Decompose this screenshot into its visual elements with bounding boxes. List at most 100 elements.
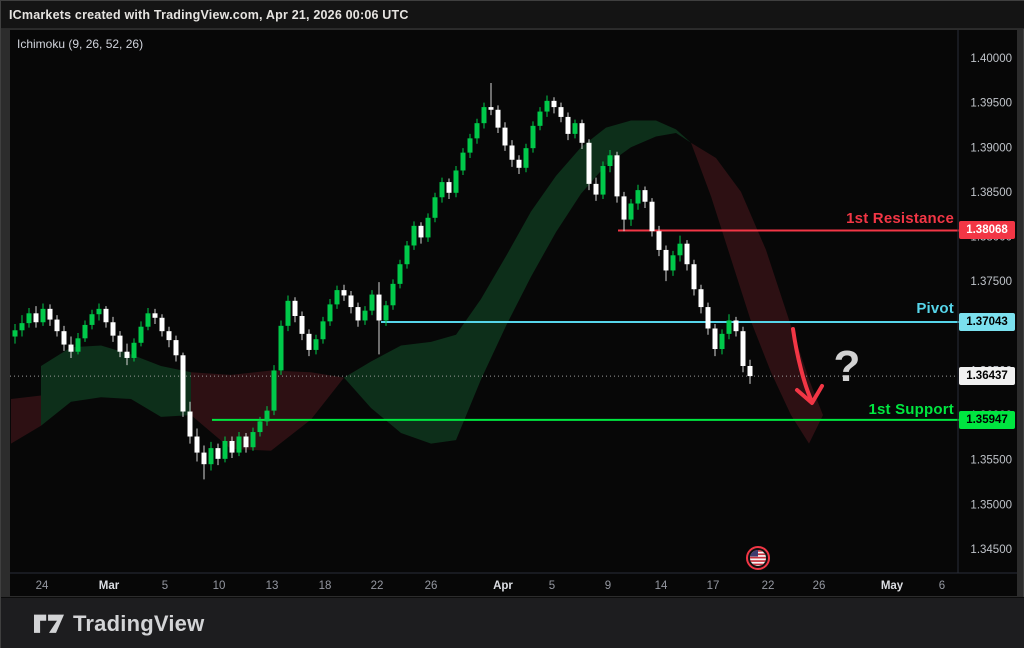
tradingview-brand-link[interactable]: TradingView [34,611,204,637]
candle [467,133,473,158]
candle [215,443,221,466]
candle [19,315,25,337]
candle [299,311,305,341]
candle [68,336,74,358]
candle [138,321,144,347]
chart-panel: 1.400001.395001.390001.385001.380001.375… [10,30,1017,596]
ichimoku-cloud [11,120,823,451]
candle [166,326,172,348]
candle [586,139,592,191]
tradingview-brand-text: TradingView [73,610,205,636]
candle [572,119,578,139]
candle [82,320,88,342]
candle [369,290,375,316]
candle [348,291,354,314]
time-tick-label: 26 [425,580,438,592]
candle [607,149,613,173]
candle [656,225,662,257]
candle [670,250,676,276]
question-mark-annotation: ? [834,342,861,391]
candle [719,329,725,355]
candle [152,308,158,325]
candle [89,309,95,330]
down-trend-arrow [791,327,824,405]
tradingview-logo-icon [34,614,64,633]
time-tick-label: 5 [162,580,168,592]
candle [390,279,396,310]
candle [488,82,494,116]
candle [201,445,207,480]
candle [208,441,214,471]
candle [551,97,557,114]
candle [432,192,438,223]
cloud-bull [344,120,691,444]
candle [677,235,683,262]
time-tick-label: 5 [549,580,555,592]
price-axis[interactable]: 1.400001.395001.390001.385001.380001.375… [970,53,1012,556]
candle [292,297,298,323]
time-axis[interactable]: 24 Mar 5 10 13 18 22 26 Apr 5 9 14 17 22 26 May 6 [36,580,946,592]
candle [264,406,270,426]
candle [257,416,263,437]
candle [173,335,179,362]
time-tick-label: Mar [99,580,120,592]
chart-canvas[interactable]: 1.400001.395001.390001.385001.380001.375… [10,30,1017,596]
last-price-badge: 1.36437 [959,367,1015,386]
candle [327,299,333,326]
candle [12,324,18,344]
resistance-price-badge: 1.38068 [959,221,1015,240]
candle [222,436,228,463]
candle [495,105,501,133]
resistance-label: 1st Resistance [846,210,954,227]
candle [474,118,480,144]
price-tick-label: 1.40000 [970,53,1012,65]
candle [341,284,347,301]
time-tick-label: 17 [707,580,720,592]
footer-bar: TradingView [1,597,1024,648]
candle [397,259,403,289]
candle [733,316,739,337]
us-flag-event-icon[interactable] [746,546,770,570]
candle [418,222,424,244]
candle [26,307,32,328]
candle [47,304,53,326]
candle [439,177,445,203]
candle [285,295,291,332]
time-tick-label: 14 [655,580,668,592]
candle [75,332,81,355]
candle [145,307,151,331]
candle [698,284,704,314]
candle [40,303,46,326]
candle [383,300,389,326]
candle [544,95,550,117]
price-tick-label: 1.38500 [970,187,1012,199]
candle [229,436,235,458]
time-tick-label: 22 [762,580,775,592]
cloud-bear [691,142,823,444]
price-tick-label: 1.35500 [970,455,1012,467]
candle [117,331,123,358]
candle [628,199,634,226]
time-tick-label: 9 [605,580,611,592]
candle [593,177,599,201]
candle [250,427,256,451]
support-label: 1st Support [868,401,954,418]
candle [425,213,431,242]
candle [726,314,732,340]
time-tick-label: 18 [319,580,332,592]
candle [110,316,116,342]
candle [355,302,361,327]
price-tick-label: 1.35000 [970,499,1012,511]
candle [747,359,753,384]
candle [516,155,522,175]
indicator-legend[interactable]: Ichimoku (9, 26, 52, 26) [17,37,144,51]
candle [579,119,585,150]
candle [271,365,277,416]
candle [621,191,627,232]
candle [635,184,641,210]
candle [131,338,137,362]
candle [600,161,606,200]
candle [334,285,340,309]
candle [740,326,746,373]
time-tick-label: 13 [266,580,279,592]
